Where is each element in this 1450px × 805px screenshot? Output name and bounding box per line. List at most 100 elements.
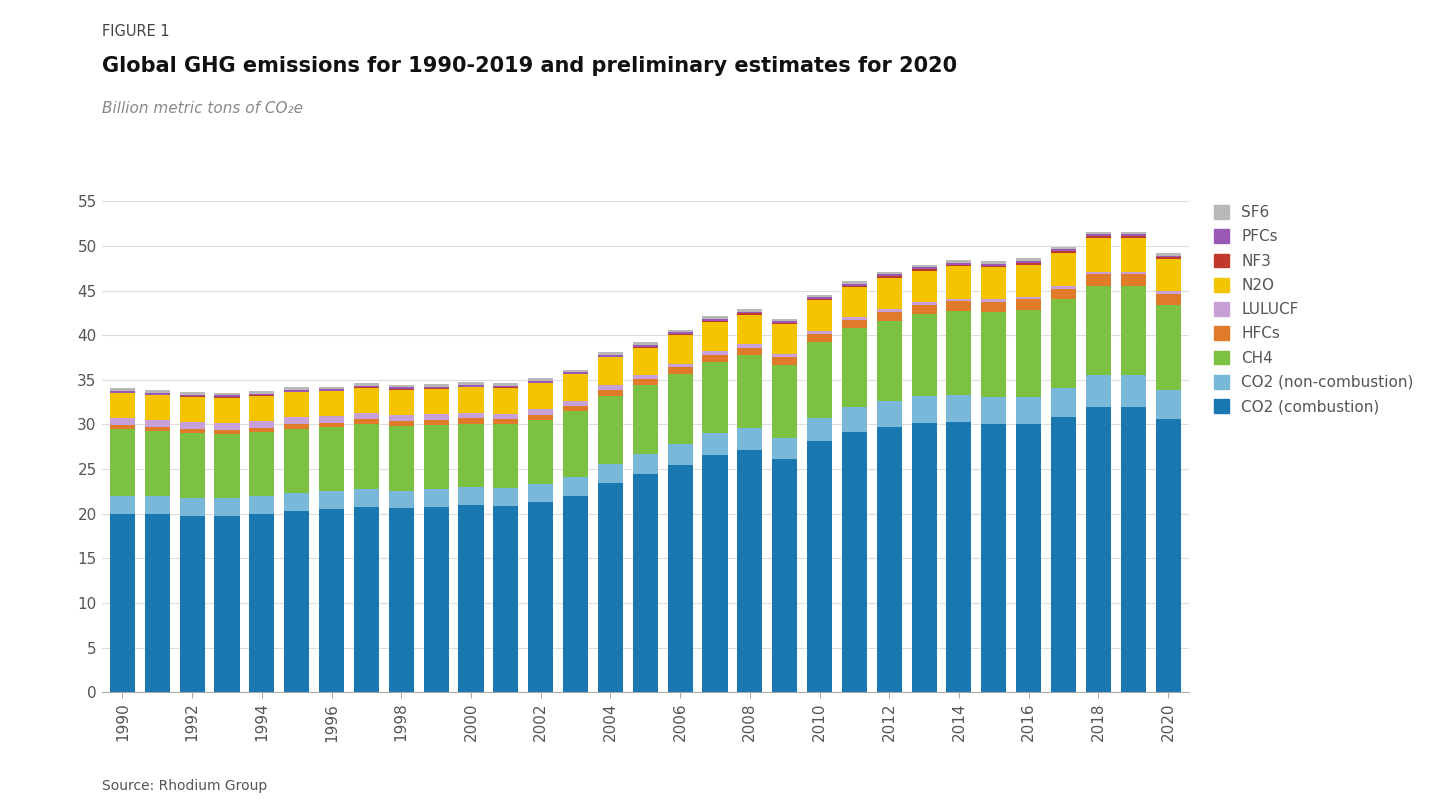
Bar <box>563 477 589 496</box>
Bar <box>145 390 170 393</box>
Bar <box>842 286 867 287</box>
Bar <box>1121 232 1146 234</box>
Bar <box>458 487 483 505</box>
Bar <box>1016 258 1041 261</box>
Bar <box>1016 424 1041 692</box>
Text: FIGURE 1: FIGURE 1 <box>102 24 170 39</box>
Bar <box>982 299 1006 302</box>
Bar <box>982 261 1006 264</box>
Bar <box>1121 272 1146 275</box>
Bar <box>284 390 309 392</box>
Bar <box>354 506 378 692</box>
Bar <box>354 413 378 419</box>
Bar <box>632 454 658 473</box>
Bar <box>737 344 763 348</box>
Bar <box>771 460 798 692</box>
Bar <box>563 411 589 477</box>
Bar <box>737 309 763 312</box>
Bar <box>1086 232 1111 234</box>
Bar <box>702 319 728 321</box>
Bar <box>423 425 448 489</box>
Bar <box>249 391 274 394</box>
Bar <box>667 444 693 464</box>
Bar <box>632 345 658 347</box>
Bar <box>808 331 832 334</box>
Bar <box>877 272 902 275</box>
Bar <box>110 425 135 429</box>
Bar <box>145 496 170 514</box>
Bar <box>1086 237 1111 272</box>
Bar <box>702 362 728 433</box>
Bar <box>215 434 239 497</box>
Bar <box>1016 299 1041 310</box>
Bar <box>1051 251 1076 253</box>
Bar <box>667 364 693 367</box>
Bar <box>249 514 274 692</box>
Text: Billion metric tons of CO₂e: Billion metric tons of CO₂e <box>102 101 303 116</box>
Bar <box>982 267 1006 299</box>
Bar <box>249 396 274 421</box>
Bar <box>1121 236 1146 237</box>
Bar <box>458 423 483 487</box>
Bar <box>771 321 798 323</box>
Bar <box>319 391 344 416</box>
Bar <box>632 348 658 375</box>
Bar <box>597 464 624 483</box>
Bar <box>1156 291 1180 294</box>
Bar <box>1086 407 1111 692</box>
Bar <box>702 321 728 322</box>
Bar <box>493 414 519 419</box>
Bar <box>947 311 972 395</box>
Bar <box>771 357 798 365</box>
Bar <box>354 388 378 413</box>
Bar <box>912 396 937 423</box>
Bar <box>354 489 378 506</box>
Bar <box>493 506 519 692</box>
Bar <box>1156 258 1180 259</box>
Bar <box>632 375 658 379</box>
Bar <box>110 393 135 419</box>
Bar <box>912 267 937 269</box>
Bar <box>563 369 589 372</box>
Bar <box>842 281 867 284</box>
Bar <box>771 323 798 324</box>
Bar <box>982 264 1006 266</box>
Bar <box>180 422 204 429</box>
Bar <box>877 276 902 278</box>
Bar <box>597 385 624 390</box>
Bar <box>1086 236 1111 237</box>
Bar <box>947 263 972 265</box>
Bar <box>1016 263 1041 265</box>
Bar <box>493 386 519 387</box>
Bar <box>982 266 1006 267</box>
Bar <box>1051 417 1076 692</box>
Bar <box>458 382 483 385</box>
Bar <box>808 419 832 441</box>
Bar <box>110 514 135 692</box>
Bar <box>877 427 902 692</box>
Bar <box>319 389 344 391</box>
Bar <box>737 313 763 315</box>
Bar <box>528 409 554 415</box>
Bar <box>215 398 239 423</box>
Bar <box>215 393 239 395</box>
Bar <box>667 334 693 335</box>
Bar <box>145 427 170 431</box>
Bar <box>180 515 204 692</box>
Bar <box>877 401 902 427</box>
Bar <box>842 320 867 328</box>
Bar <box>808 299 832 300</box>
Bar <box>180 394 204 396</box>
Bar <box>563 406 589 411</box>
Bar <box>389 490 413 509</box>
Bar <box>737 450 763 692</box>
Bar <box>319 510 344 692</box>
Bar <box>947 301 972 311</box>
Bar <box>354 383 378 386</box>
Bar <box>1156 259 1180 291</box>
Bar <box>597 396 624 464</box>
Bar <box>912 271 937 302</box>
Bar <box>528 381 554 383</box>
Bar <box>528 502 554 692</box>
Bar <box>808 334 832 342</box>
